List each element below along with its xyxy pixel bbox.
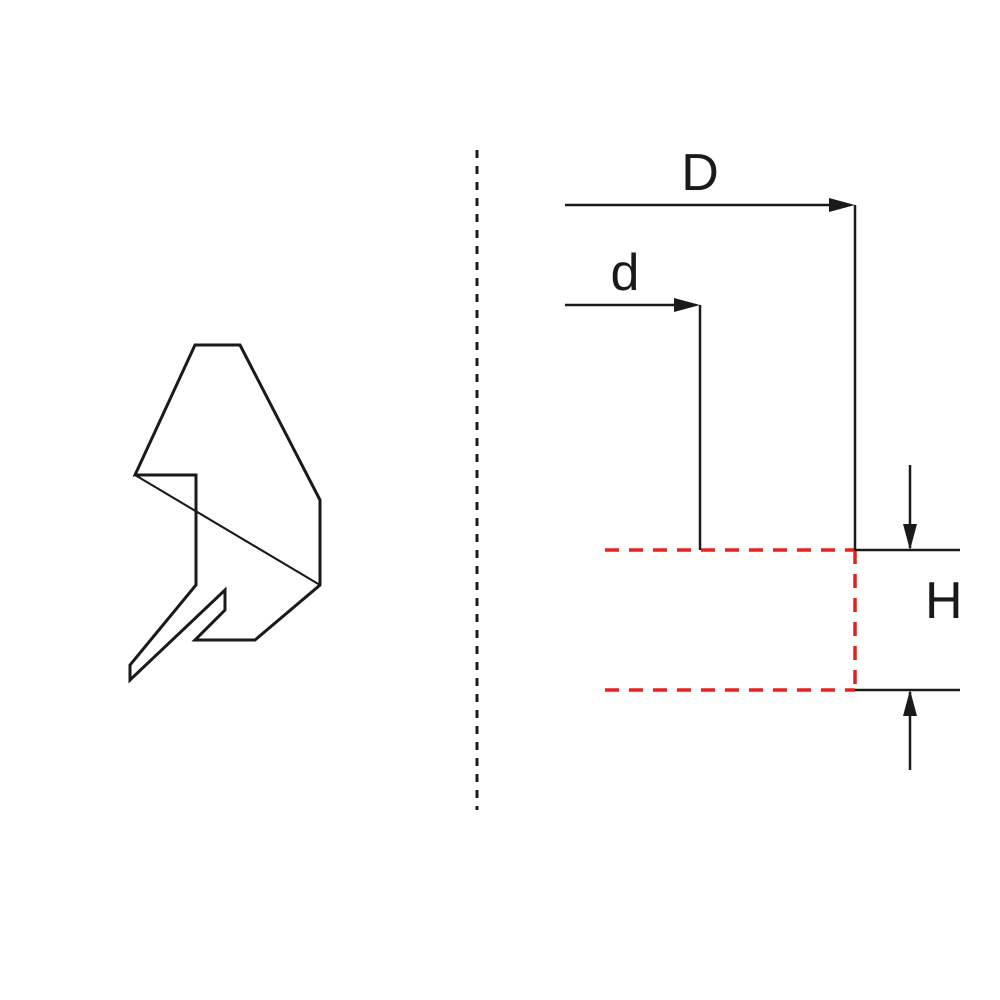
arrowhead [829,198,855,212]
seal-profile-outline [130,345,320,680]
arrowhead [674,298,700,312]
arrowhead [903,690,917,716]
dim-d-label: d [611,244,640,302]
dim-H-label: H [925,572,963,630]
technical-drawing: Dd H [0,0,1000,1000]
seal-profile-splitline [135,475,320,585]
dim-D-label: D [681,144,719,202]
arrowhead [903,524,917,550]
